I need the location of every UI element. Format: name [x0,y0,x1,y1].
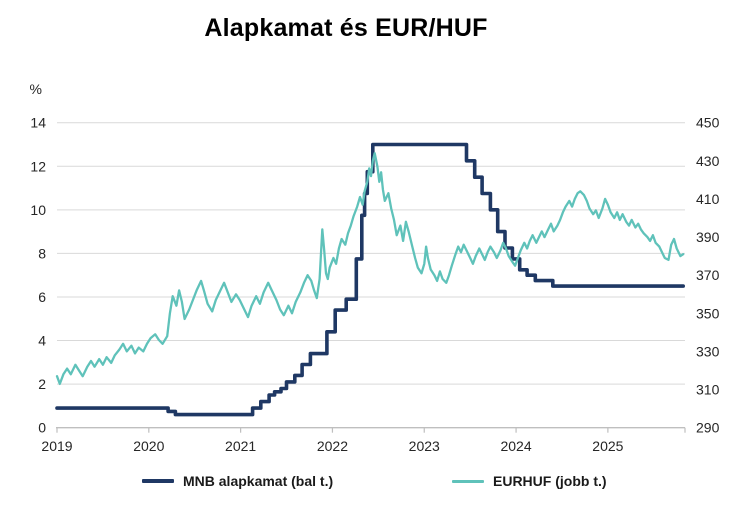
legend-label-mnb: MNB alapkamat (bal t.) [183,473,334,489]
x-axis-tick-label: 2019 [41,438,72,454]
x-axis-tick-label: 2020 [133,438,164,454]
left-axis-tick-label: 12 [30,158,46,174]
left-axis-tick-label: 14 [30,115,46,131]
right-axis-tick-label: 450 [696,115,720,131]
x-axis-tick-label: 2022 [317,438,348,454]
left-axis-tick-label: 8 [38,245,46,261]
legend-label-eurhuf: EURHUF (jobb t.) [493,473,607,489]
right-axis-tick-label: 330 [696,343,720,359]
legend-line-eurhuf-icon [452,479,484,483]
x-axis-tick-label: 2024 [500,438,531,454]
chart-title: Alapkamat és EUR/HUF [204,14,488,42]
x-axis-tick-label: 2025 [592,438,623,454]
left-axis-unit-label: % [29,81,42,97]
right-axis-tick-label: 290 [696,420,720,436]
right-axis-tick-label: 430 [696,153,720,169]
left-axis-tick-label: 0 [38,420,46,436]
right-axis-tick-label: 370 [696,267,720,283]
left-axis-tick-label: 6 [38,289,46,305]
legend-item-mnb: MNB alapkamat (bal t.) [142,473,333,489]
eurhuf-line [55,152,685,386]
legend: MNB alapkamat (bal t.) EURHUF (jobb t.) [0,473,741,495]
mnb-alapkamat-line [55,142,686,417]
legend-line-mnb-icon [142,479,174,483]
left-axis-tick-label: 10 [30,202,46,218]
x-axis-tick-label: 2021 [225,438,256,454]
left-axis-tick-label: 2 [38,376,46,392]
left-axis-tick-label: 4 [38,333,46,349]
right-axis-tick-label: 310 [696,382,720,398]
right-axis-tick-label: 410 [696,191,720,207]
right-axis-tick-label: 350 [696,305,720,321]
right-axis-tick-label: 390 [696,229,720,245]
legend-item-eurhuf: EURHUF (jobb t.) [452,473,607,489]
x-axis-tick-label: 2023 [409,438,440,454]
